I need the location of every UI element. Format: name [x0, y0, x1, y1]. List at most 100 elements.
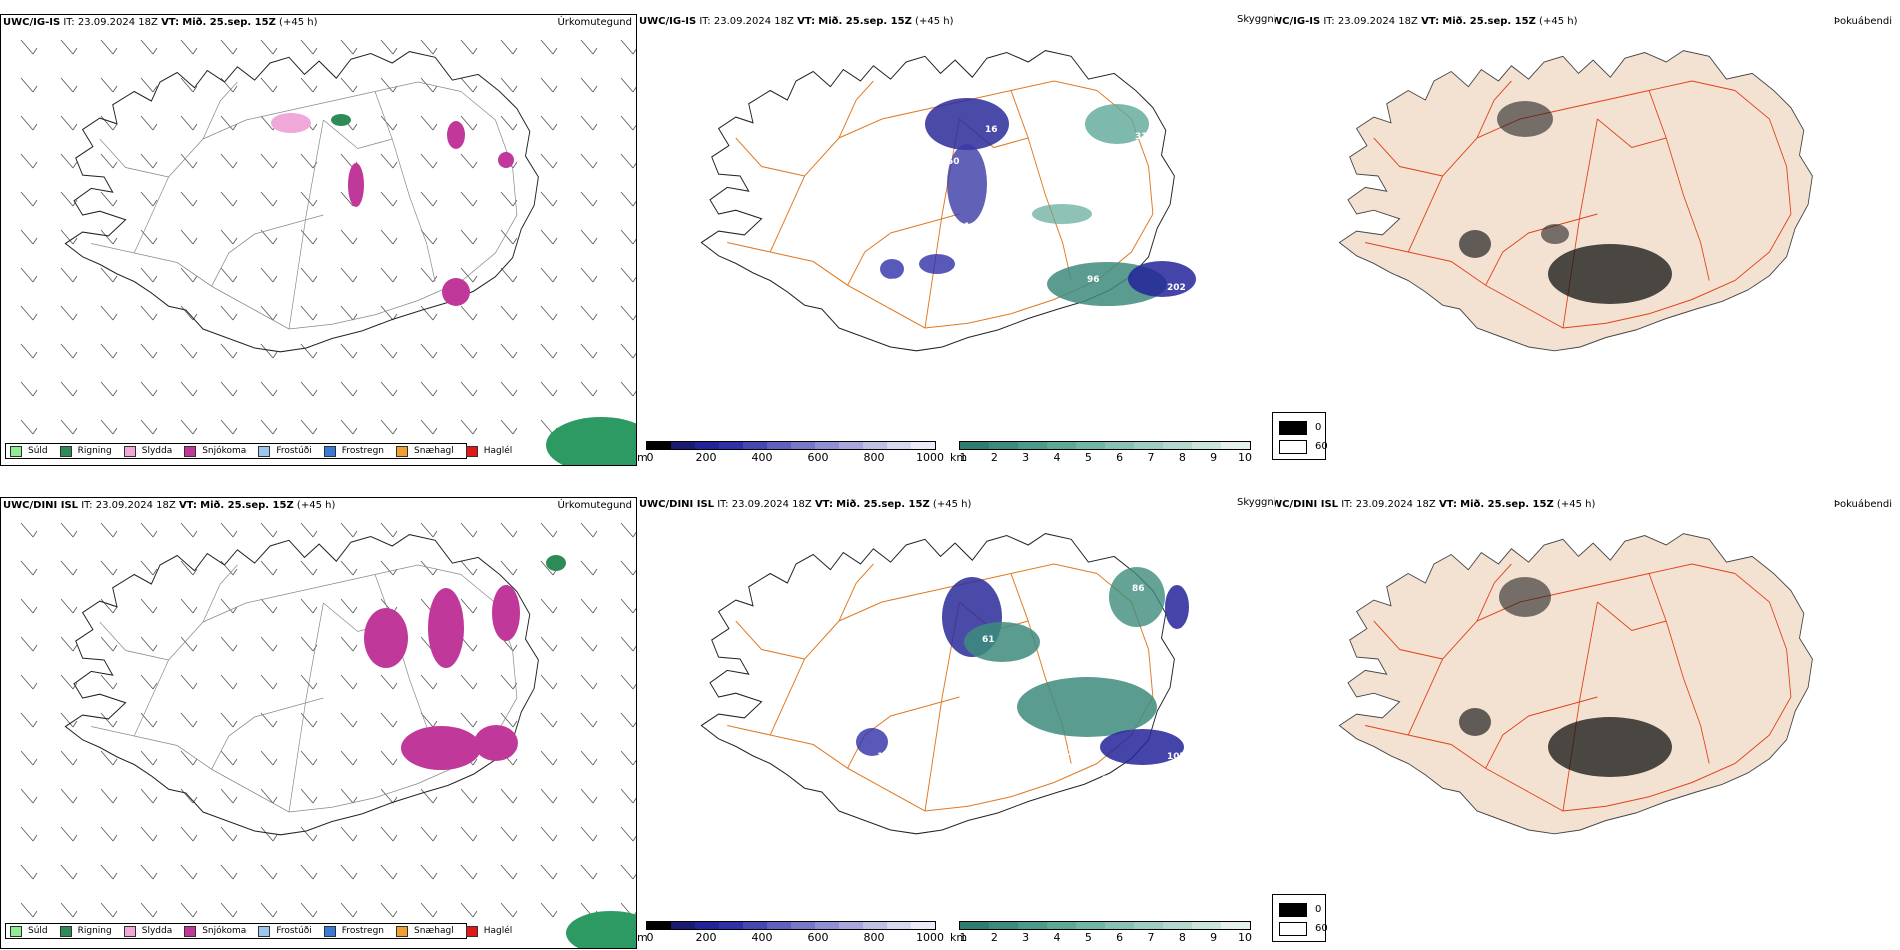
- wind-barb: [140, 115, 158, 131]
- cloud-value-label: 99: [884, 278, 897, 288]
- wind-barb: [540, 153, 558, 169]
- legend-item: Haglél: [465, 925, 512, 937]
- it-label: IT:: [717, 499, 729, 510]
- legend-label: Súld: [28, 446, 48, 456]
- wind-barb: [20, 343, 38, 359]
- precip-map-bottom: [20, 522, 636, 948]
- wind-barb: [100, 750, 118, 766]
- colorbar-cell: [863, 922, 887, 929]
- wind-barb: [540, 381, 558, 397]
- colorbar-cell: [887, 922, 911, 929]
- fog-swatch-white: [1279, 440, 1307, 454]
- wind-barb: [140, 522, 158, 538]
- wind-barb: [620, 305, 636, 321]
- wind-barb: [140, 229, 158, 245]
- init-time: 23.09.2024 18Z: [77, 17, 158, 28]
- wind-barb: [260, 39, 278, 55]
- precip-snow-patch: [428, 588, 464, 668]
- init-time: 23.09.2024 18Z: [1337, 16, 1418, 27]
- road: [1373, 620, 1443, 660]
- wind-barb: [460, 419, 478, 435]
- legend-item: Slydda: [123, 445, 172, 457]
- road: [1476, 80, 1512, 139]
- colorbar-unit: m: [637, 451, 648, 464]
- wind-barb: [60, 560, 78, 576]
- colorbar-cells: [646, 441, 936, 450]
- wind-barb: [20, 153, 38, 169]
- road: [838, 80, 874, 139]
- wind-barb: [20, 419, 38, 435]
- legend-item: Frostregn: [323, 445, 384, 457]
- cloud-value-label: 50: [947, 157, 960, 167]
- wind-barb: [140, 39, 158, 55]
- cloud-patch: [1017, 677, 1157, 737]
- wind-barb: [100, 712, 118, 728]
- colorbar-cell: [767, 442, 791, 449]
- wind-barb: [500, 343, 518, 359]
- wind-barb: [380, 343, 398, 359]
- colorbar-tick: 10: [1238, 451, 1252, 464]
- wind-barb: [60, 712, 78, 728]
- road: [727, 90, 1154, 329]
- wind-barb: [500, 712, 518, 728]
- wind-barb: [300, 305, 318, 321]
- colorbar-cell: [989, 922, 1018, 929]
- wind-barb: [180, 77, 198, 93]
- colorbar-cell: [1105, 922, 1134, 929]
- cloud-value-label: 29: [1032, 114, 1045, 124]
- fog-patch: [1497, 101, 1553, 137]
- wind-barb: [460, 267, 478, 283]
- wind-barb: [580, 115, 598, 131]
- colorbar-tick: 2: [990, 451, 998, 464]
- wind-barb: [220, 560, 238, 576]
- wind-barb: [180, 229, 198, 245]
- colorbar-cell: [1221, 442, 1250, 449]
- wind-barb: [580, 636, 598, 652]
- panel-title: UWC/IG-IS IT: 23.09.2024 18Z VT: Mið. 25…: [639, 16, 953, 27]
- wind-barb: [460, 381, 478, 397]
- iceland-outline: [1338, 533, 1813, 835]
- it-label: IT:: [81, 500, 93, 511]
- wind-barb: [300, 750, 318, 766]
- valid-time: Mið. 25.sep. 15Z: [818, 16, 912, 27]
- cloud-patch: [1085, 104, 1149, 144]
- wind-barb: [500, 864, 518, 880]
- legend-label: Snjókoma: [202, 926, 247, 936]
- wind-barb: [380, 115, 398, 131]
- colorbar-cell: [911, 922, 935, 929]
- wind-barb: [620, 826, 636, 842]
- iceland-outline: [64, 51, 539, 353]
- cloud-value-label: 16: [964, 222, 977, 232]
- wind-barb: [540, 636, 558, 652]
- road: [727, 573, 1154, 812]
- wind-barb: [420, 826, 438, 842]
- wind-barb: [60, 750, 78, 766]
- wind-barb: [220, 305, 238, 321]
- wind-barb: [460, 902, 478, 918]
- wind-barb: [20, 522, 38, 538]
- precip-snow-patch: [348, 163, 364, 207]
- cloud-value-label: 318: [1135, 132, 1154, 142]
- wind-barb: [60, 788, 78, 804]
- wind-barb: [300, 598, 318, 614]
- colorbar-unit: km: [950, 451, 968, 464]
- fog-legend-bottom: 0 60: [1272, 894, 1328, 942]
- colorbar-cell: [743, 442, 767, 449]
- legend-label: Frostúði: [276, 446, 312, 456]
- precip-legend: Súld Rigning Slydda Snjókoma Frostúði Frostre…: [5, 443, 512, 459]
- wind-barb: [620, 598, 636, 614]
- iceland-outline: [64, 534, 539, 836]
- wind-barb: [420, 788, 438, 804]
- fog-legend-top: 0 60: [1272, 412, 1328, 460]
- legend-item: Rigning: [59, 925, 112, 937]
- wind-barb: [340, 864, 358, 880]
- colorbar-visibility-km: km 1 2 3 4 5 6 7 8 9 10: [950, 921, 1260, 945]
- vt-label: VT:: [1438, 499, 1457, 510]
- wind-barb: [220, 598, 238, 614]
- road: [1597, 118, 1667, 149]
- legend-swatch: [123, 925, 136, 937]
- wind-barb: [380, 153, 398, 169]
- wind-barb: [580, 826, 598, 842]
- wind-barb: [220, 826, 238, 842]
- wind-barb: [340, 674, 358, 690]
